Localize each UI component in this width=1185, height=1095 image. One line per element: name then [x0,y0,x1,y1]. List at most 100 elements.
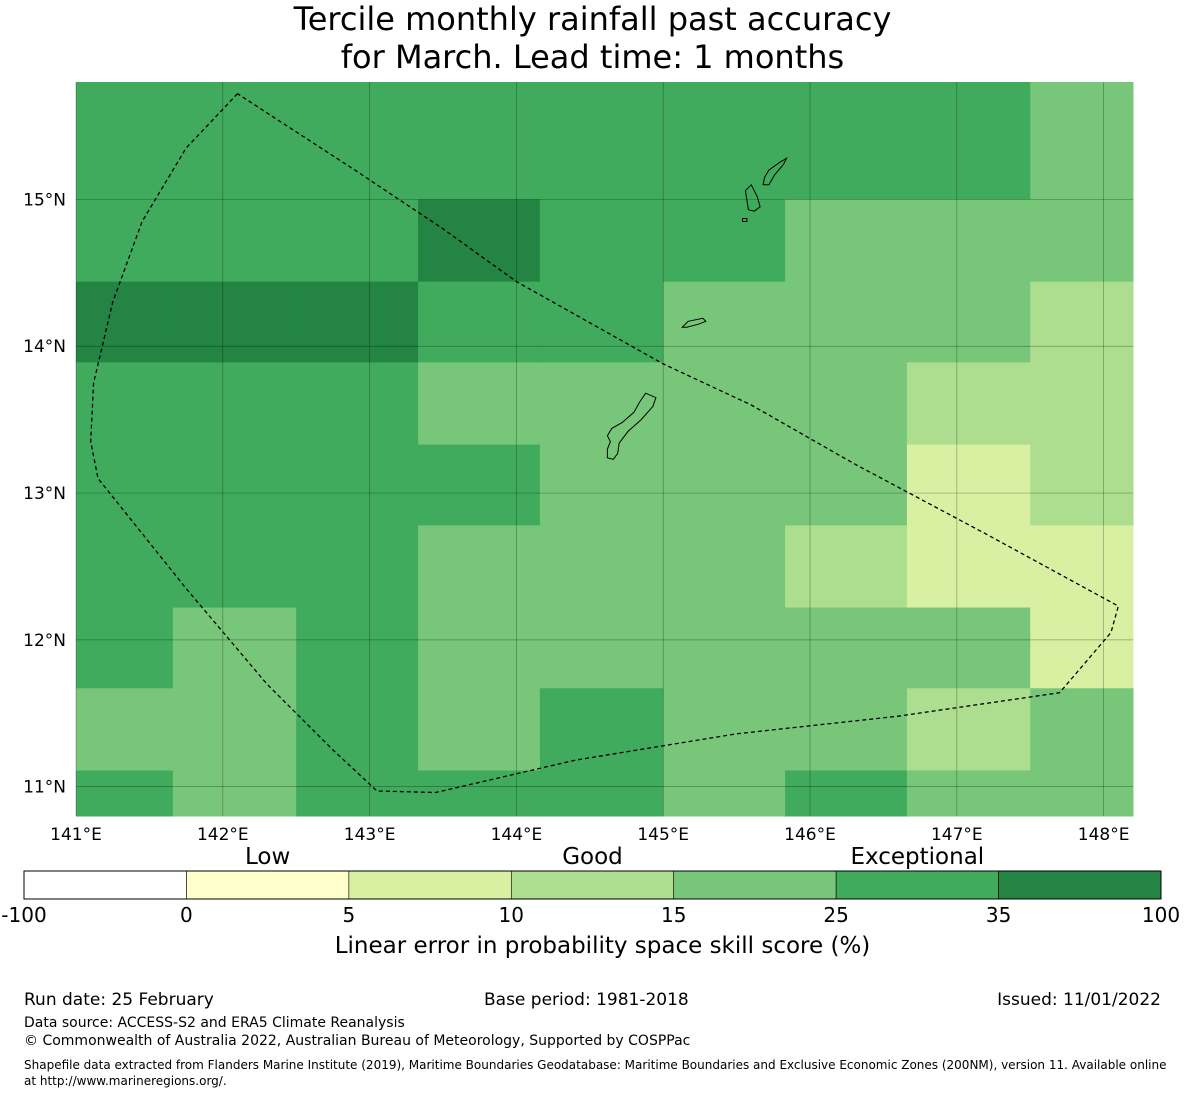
island-saipan [762,156,788,186]
longitude-tick-label: 143°E [344,825,396,845]
grid-cell [539,444,664,526]
latitude-tick-label: 13°N [23,484,66,504]
colorbar-tick-label: 0 [180,903,193,927]
grid-cell [663,444,786,526]
grid-cell [906,82,1031,200]
colorbar-title: Linear error in probability space skill … [335,933,871,959]
grid-cell [663,688,786,771]
grid-cell [296,525,419,609]
island-outlines [606,156,788,460]
latitude-tick-label: 14°N [23,337,66,357]
colorbar-category-label: Good [562,844,623,870]
data-source: Data source: ACCESS-S2 and ERA5 Climate … [24,1015,405,1031]
grid-cell [296,199,419,283]
grid-cell [1030,770,1134,817]
grid-cell [1030,688,1134,771]
skill-grid [76,82,1134,817]
grid-cell [418,199,541,283]
grid-cell [906,770,1031,817]
island-rota [681,317,707,328]
run-date: Run date: 25 February [24,990,214,1010]
grid-cell [906,525,1031,609]
island-tinian [744,183,761,212]
longitude-tick-label: 142°E [197,825,249,845]
grid-cell [1030,525,1134,609]
grid-cell [418,688,541,771]
island-guam [606,392,657,460]
grid-cell [1030,362,1134,446]
grid-cell [76,82,174,200]
grid-cell [1030,444,1134,526]
colorbar-tick-label: 35 [986,903,1011,927]
grid-cell [418,770,541,817]
shapefile-credit: Shapefile data extracted from Flanders M… [24,1058,1167,1088]
grid-cell [76,688,174,771]
grid-cell [296,281,419,363]
colorbar-bin [835,870,999,900]
colorbar-tick-label: 10 [499,903,524,927]
grid-cell [296,688,419,771]
grid-cell [539,525,664,609]
grid-cell [663,82,786,200]
grid-cell [76,525,174,609]
grid-cell [76,444,174,526]
grid-cell [539,688,664,771]
colorbar-bin [23,870,187,900]
colorbar-frame [23,870,1162,900]
longitude-tick-label: 147°E [931,825,983,845]
eez-boundary-group [90,93,1120,794]
grid-cell [1030,281,1134,363]
longitude-tick-label: 141°E [50,825,102,845]
grid-cell [76,770,174,817]
grid-cell [296,607,419,689]
grid-cell [172,770,297,817]
grid-cell [785,82,908,200]
grid-cell [785,525,908,609]
grid-cell [539,281,664,363]
grid-cell [296,82,419,200]
grid-cell [539,199,664,283]
chart-title: Tercile monthly rainfall past accuracy f… [0,0,1185,76]
grid-cell [539,607,664,689]
map-gridlines [75,82,1133,816]
grid-cell [76,281,174,363]
grid-cell [172,362,297,446]
longitude-tick-label: 146°E [784,825,836,845]
grid-cell [906,199,1031,283]
grid-cell [906,444,1031,526]
grid-cell [539,82,664,200]
latitude-tick-labels: 15°N 14°N 13°N 12°N 11°N [23,190,66,797]
grid-cell [785,199,908,283]
grid-cell [296,770,419,817]
grid-cell [172,82,297,200]
grid-cell [1030,199,1134,283]
colorbar-tick-label: 5 [342,903,355,927]
latitude-tick-label: 12°N [23,631,66,651]
chart-title-line-2: for March. Lead time: 1 months [340,38,845,76]
grid-cell [172,281,297,363]
colorbar: -100 0 5 10 15 25 35 100 Low Good Exceptional Linea… [1,844,1180,959]
grid-cell [172,607,297,689]
grid-cell [418,82,541,200]
grid-cell [172,199,297,283]
colorbar-category-label: Exceptional [851,844,985,870]
grid-cell [418,362,541,446]
copyright-notice: © Commonwealth of Australia 2022, Austra… [24,1033,691,1049]
grid-cell [663,607,786,689]
grid-cell [663,362,786,446]
grid-cell [663,770,786,817]
grid-cell [663,525,786,609]
colorbar-bin [510,870,675,900]
grid-cell [785,362,908,446]
colorbar-bin [348,870,512,900]
grid-cell [418,281,541,363]
grid-cell [785,607,908,689]
grid-cell [906,362,1031,446]
grid-cell [906,688,1031,771]
grid-cell [296,362,419,446]
grid-cell [172,688,297,771]
grid-cell [1030,82,1134,200]
grid-cell [172,444,297,526]
grid-cell [785,281,908,363]
grid-cell [418,525,541,609]
